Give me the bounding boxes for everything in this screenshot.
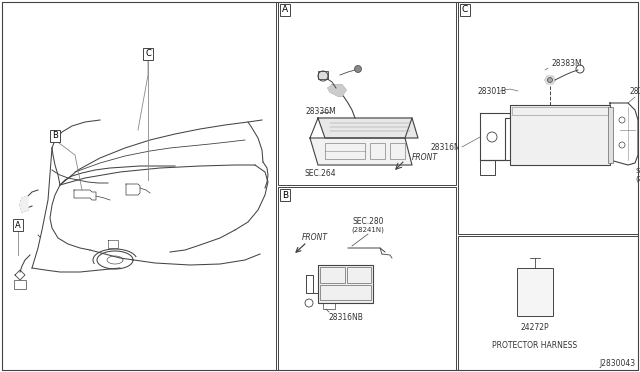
Polygon shape — [20, 196, 28, 212]
Text: 28383M: 28383M — [552, 58, 582, 67]
Text: 28336M: 28336M — [305, 108, 336, 116]
Text: (28051): (28051) — [635, 176, 640, 182]
Text: C: C — [462, 6, 468, 15]
Bar — [390, 143, 405, 159]
Text: 28316NB: 28316NB — [328, 314, 364, 323]
Bar — [320, 267, 345, 283]
Bar — [14, 280, 26, 289]
Text: SEC.280: SEC.280 — [635, 168, 640, 174]
Text: FRONT: FRONT — [302, 234, 328, 243]
Bar — [608, 107, 613, 163]
Bar — [2, 2, 276, 370]
Bar — [278, 2, 456, 185]
Text: A: A — [15, 221, 21, 230]
Bar — [278, 187, 456, 370]
Text: C: C — [145, 49, 151, 58]
Polygon shape — [328, 85, 346, 96]
Text: A: A — [282, 6, 288, 15]
Text: J2830043: J2830043 — [600, 359, 636, 368]
Polygon shape — [310, 138, 412, 165]
Bar — [458, 2, 638, 234]
Text: 28316N: 28316N — [430, 142, 460, 151]
Text: B: B — [52, 131, 58, 141]
Circle shape — [547, 77, 552, 83]
Bar — [325, 143, 365, 159]
Bar — [320, 285, 371, 300]
Bar — [517, 268, 553, 316]
Bar — [512, 107, 608, 115]
Text: 24272P: 24272P — [521, 324, 549, 333]
Text: B: B — [282, 190, 288, 199]
Bar — [318, 265, 373, 303]
Bar — [347, 267, 371, 283]
Bar — [458, 236, 638, 370]
Polygon shape — [545, 76, 555, 84]
Bar — [510, 105, 610, 165]
Text: 28301B: 28301B — [478, 87, 507, 96]
Bar — [318, 71, 328, 79]
Text: SEC.280: SEC.280 — [352, 218, 384, 227]
Text: (28241N): (28241N) — [351, 227, 385, 233]
Circle shape — [355, 65, 362, 73]
Bar — [323, 303, 335, 309]
Text: PROTECTOR HARNESS: PROTECTOR HARNESS — [492, 341, 577, 350]
Bar — [370, 143, 385, 159]
Text: SEC.264: SEC.264 — [304, 170, 336, 179]
Text: FRONT: FRONT — [412, 153, 438, 161]
Text: 28316NA: 28316NA — [630, 87, 640, 96]
Polygon shape — [318, 118, 418, 138]
